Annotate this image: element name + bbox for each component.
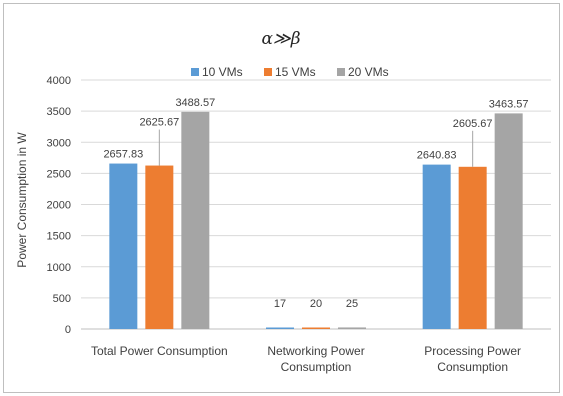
bar	[422, 164, 451, 329]
bar	[302, 327, 330, 329]
bar	[494, 113, 523, 330]
y-tick-label: 1000	[47, 262, 71, 274]
y-axis-label: Power Consumption in W	[15, 132, 29, 268]
data-label: 20	[310, 298, 322, 310]
bar	[109, 163, 138, 329]
data-label: 2625.67	[139, 117, 179, 129]
data-label: 25	[346, 298, 358, 310]
data-label: 2657.83	[103, 149, 143, 161]
y-tick-label: 2500	[47, 168, 71, 180]
bar	[338, 327, 366, 329]
legend-swatch	[191, 68, 199, 76]
y-tick-labels: 0 500 1000 1500 2000 2500 3000 3500 4000	[47, 75, 71, 336]
y-tick-label: 2000	[47, 200, 71, 212]
data-label: 2605.67	[453, 118, 493, 130]
data-label: 17	[274, 298, 286, 310]
y-tick-label: 4000	[47, 75, 71, 87]
legend-swatch	[264, 68, 272, 76]
data-label: 3488.57	[175, 97, 215, 109]
y-tick-label: 1500	[47, 231, 71, 243]
category-labels: Total Power Consumption Networking Power C…	[91, 344, 521, 374]
legend-label: 20 VMs	[348, 65, 389, 79]
bar-chart: α≫β Power Consumption in W 0 500 1000 1500 2…	[15, 29, 551, 374]
bars	[109, 111, 523, 330]
legend-label: 10 VMs	[202, 65, 243, 79]
bar	[181, 111, 210, 329]
y-tick-label: 3000	[47, 137, 71, 149]
data-label: 2640.83	[417, 150, 457, 162]
y-tick-label: 0	[65, 324, 71, 336]
category-label: Processing Power	[424, 344, 521, 358]
category-label: Networking Power	[267, 344, 364, 358]
y-tick-label: 500	[53, 293, 71, 305]
category-label: Total Power Consumption	[91, 344, 228, 358]
legend-swatch	[337, 68, 345, 76]
data-labels: 2657.83 2625.67 3488.57 17 20 25 2640.83 2605.6…	[103, 97, 528, 310]
bar	[458, 166, 487, 329]
chart-title: α≫β	[261, 29, 300, 49]
y-tick-label: 3500	[47, 106, 71, 118]
category-label: Consumption	[281, 360, 352, 374]
chart-frame: α≫β Power Consumption in W 0 500 1000 1500 2…	[3, 3, 560, 393]
data-label: 3463.57	[489, 98, 529, 110]
legend-label: 15 VMs	[275, 65, 316, 79]
legend: 10 VMs 15 VMs 20 VMs	[191, 65, 389, 79]
category-label: Consumption	[437, 360, 508, 374]
bar	[145, 165, 174, 329]
bar	[266, 327, 294, 329]
